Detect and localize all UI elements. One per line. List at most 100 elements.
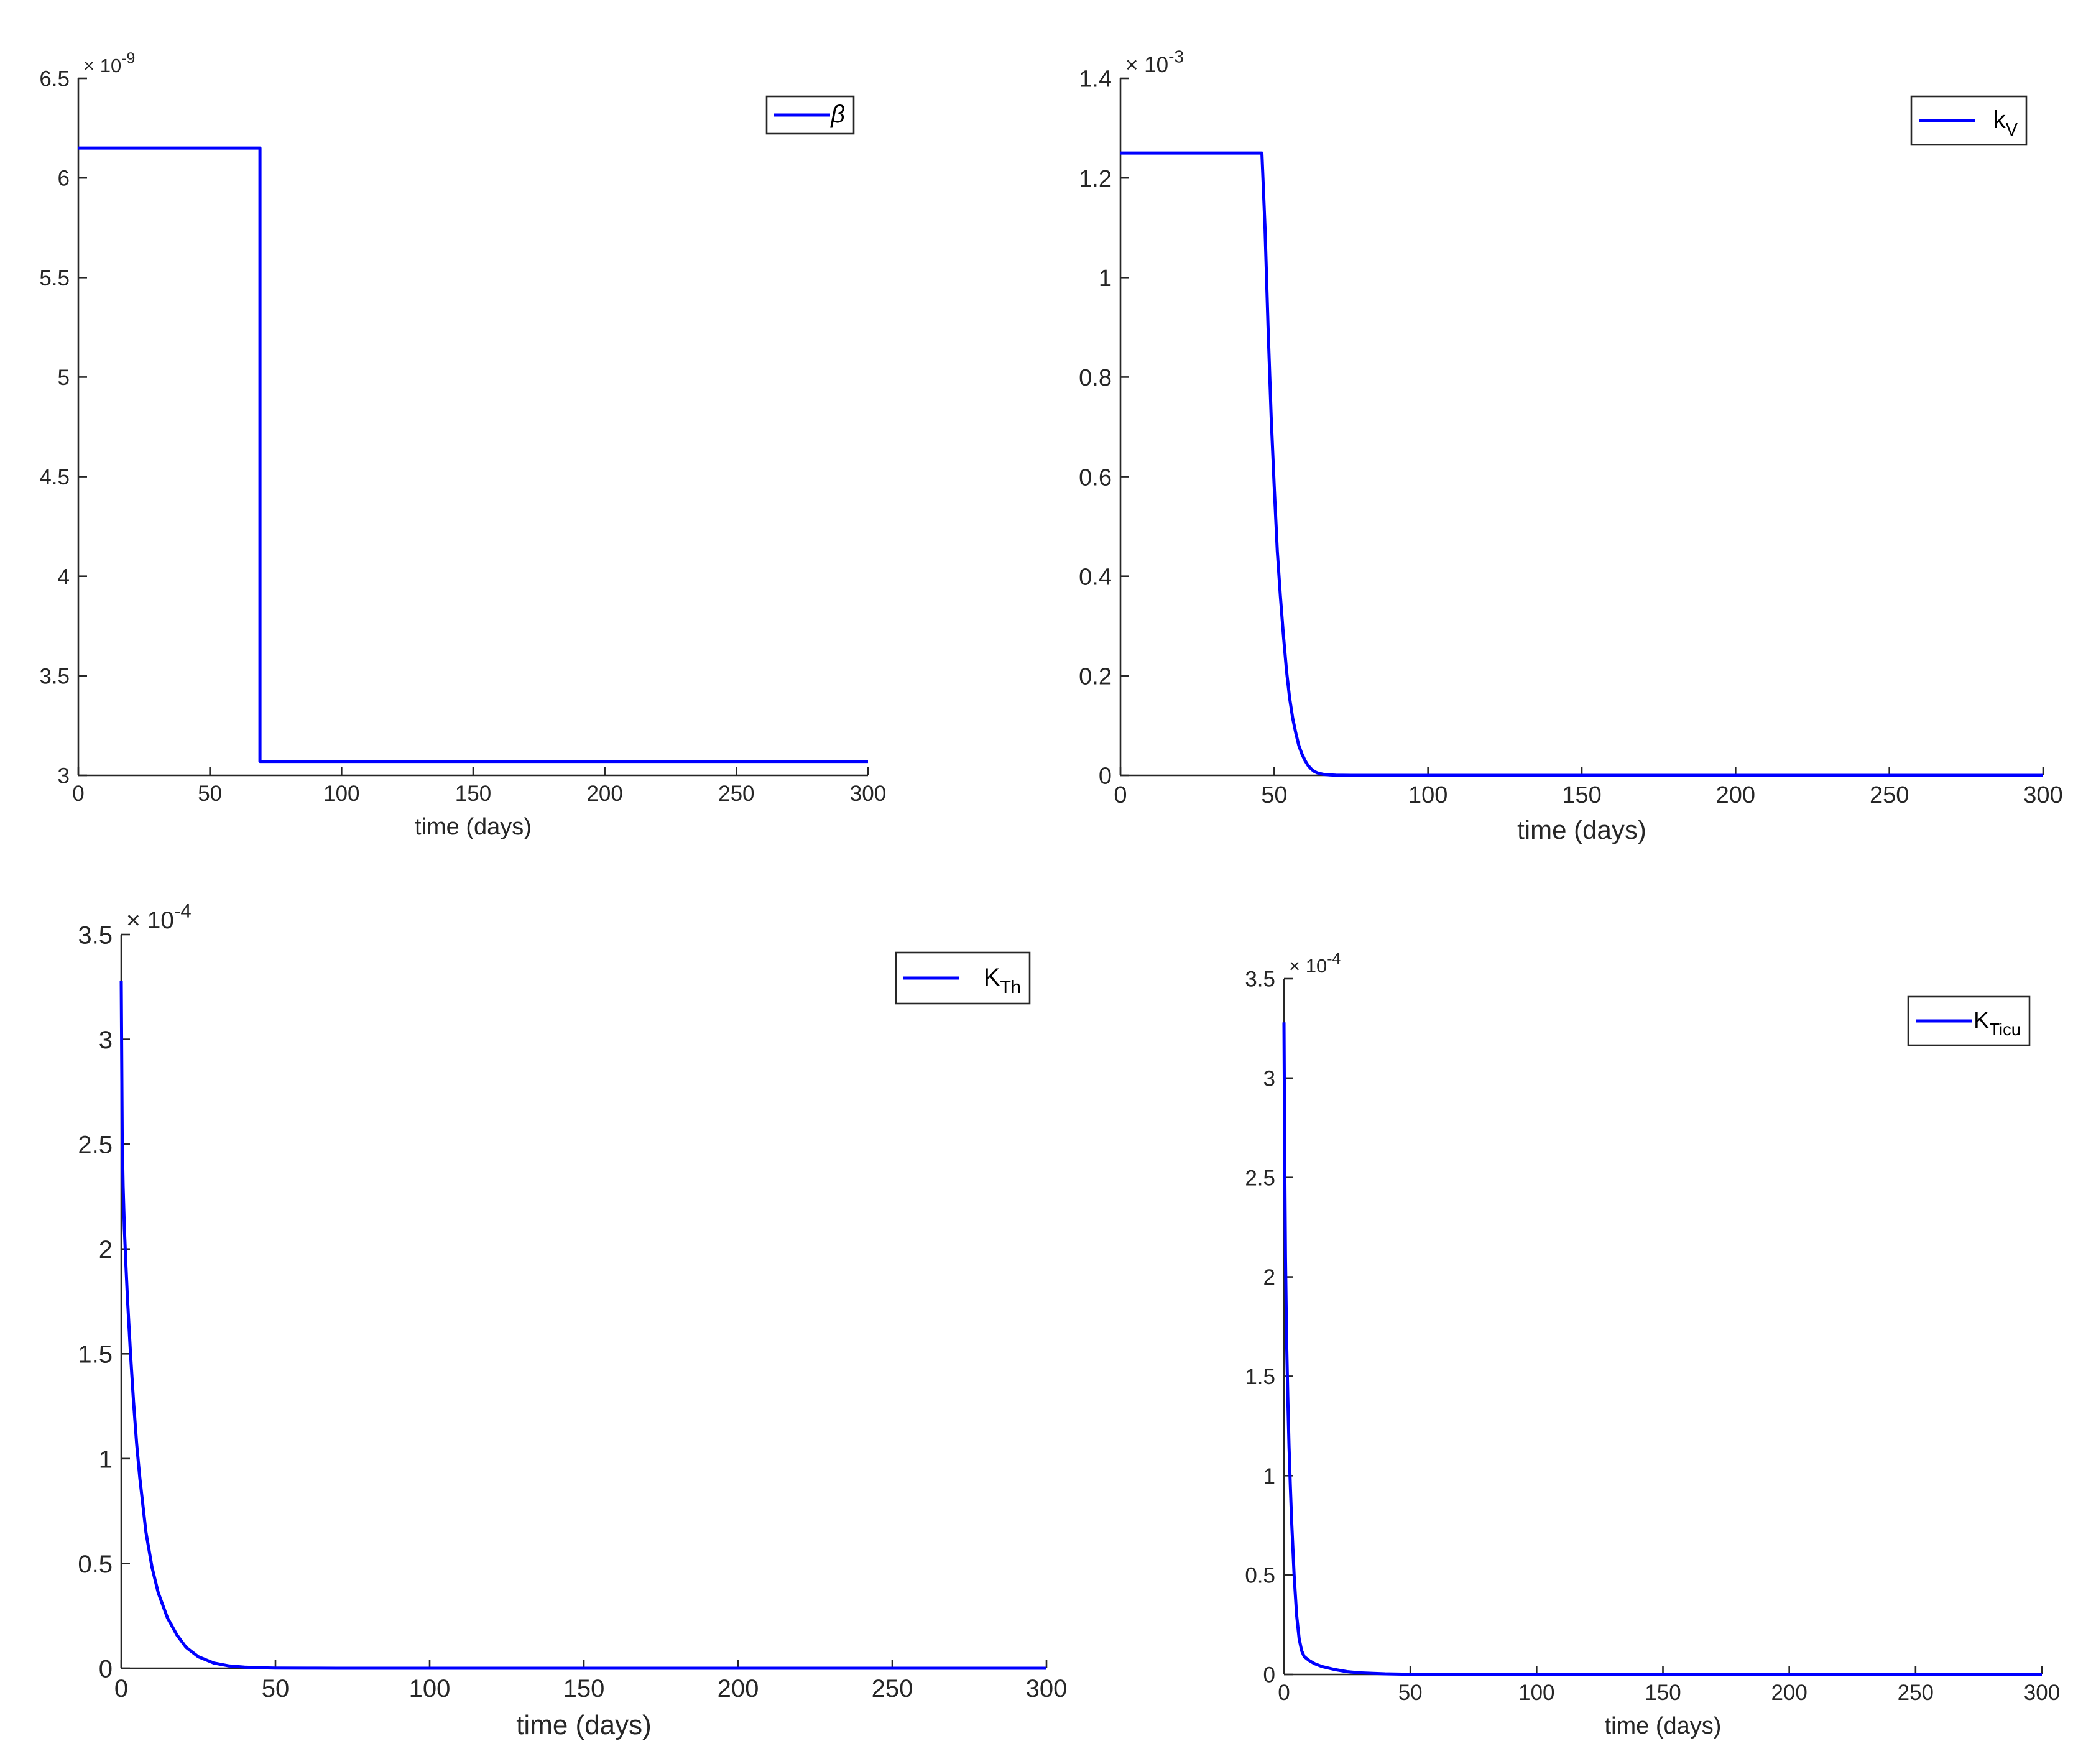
y-tick-label: 1.4 [1079, 67, 1112, 93]
y-tick-label: 0.8 [1079, 365, 1112, 391]
chart-kticu: 0 50 100 150 200 250 300 0 0.5 1 1.5 2 2.5 3 3.5 × 10-4… [1245, 951, 2060, 1739]
x-tick-label: 250 [872, 1675, 913, 1702]
x-tick-label: 300 [1026, 1675, 1068, 1702]
y-tick-label: 0.6 [1079, 464, 1112, 491]
x-tick-label: 50 [262, 1675, 290, 1702]
legend-entry-subscript: Ticu [1989, 1020, 2021, 1039]
y-exponent-base: × 10 [1125, 53, 1168, 77]
y-tick-label: 6 [58, 167, 70, 191]
y-tick-label: 0.2 [1079, 664, 1112, 690]
x-tick-label: 50 [1261, 782, 1287, 808]
x-tick-label: 50 [1398, 1681, 1423, 1705]
x-tick-label: 0 [72, 782, 84, 806]
y-exponent-label: × 10-3 [1125, 47, 1184, 77]
y-tick-label: 1.5 [1245, 1365, 1275, 1389]
y-tick-label: 5 [58, 366, 70, 390]
x-tick-label: 300 [850, 782, 886, 806]
y-exponent-label: × 10-9 [83, 50, 135, 76]
y-tick-label: 3.5 [1245, 967, 1275, 992]
series-line-kticu [1282, 1022, 2042, 1676]
y-tick-label: 4.5 [39, 465, 70, 489]
legend-entry-name: K [1974, 1007, 1989, 1033]
y-tick-label: 2.5 [1245, 1166, 1275, 1190]
y-tick-label: 0 [1263, 1663, 1275, 1688]
x-tick-label: 200 [718, 1675, 759, 1702]
y-tick-label: 3 [99, 1027, 113, 1054]
y-exponent-base: × 10 [126, 907, 174, 934]
y-exponent-power: -4 [174, 900, 192, 921]
y-tick-label: 4 [58, 565, 70, 589]
y-tick-label: 2 [1263, 1265, 1275, 1290]
y-tick-label: 2.5 [78, 1132, 113, 1159]
y-tick-label: 6.5 [39, 67, 70, 91]
legend-entry: KTicu [1974, 1007, 2021, 1038]
x-tick-label: 250 [718, 782, 754, 806]
x-axis-title: time (days) [1605, 1713, 1722, 1739]
legend-entry-name: K [984, 964, 1000, 991]
y-exponent-power: -4 [1327, 951, 1341, 967]
y-tick-label: 1 [1099, 266, 1112, 292]
legend-entry: β [830, 101, 845, 128]
x-tick-label: 200 [1716, 782, 1755, 808]
legend-entry: kV [1993, 106, 2018, 140]
x-tick-label: 200 [1771, 1681, 1807, 1705]
x-tick-label: 300 [2023, 782, 2062, 808]
chart-kth: 0 50 100 150 200 250 300 0 0.5 1 1.5 2 2.5 3 3.5 × 10-4… [78, 900, 1067, 1740]
legend: kV [1910, 95, 2028, 146]
legend-entry-subscript: Th [1000, 977, 1021, 997]
y-tick-label: 3.5 [78, 921, 113, 949]
x-tick-label: 300 [2024, 1681, 2060, 1705]
y-tick-label: 1 [1263, 1464, 1275, 1489]
y-exponent-base: × 10 [1289, 955, 1327, 977]
legend-entry: KTh [984, 964, 1021, 997]
legend: KTicu [1907, 995, 2031, 1046]
x-tick-label: 100 [1408, 782, 1447, 808]
series-line-kth [119, 981, 1046, 1670]
x-tick-label: 150 [563, 1675, 605, 1702]
y-tick-label: 0 [1099, 764, 1112, 790]
y-tick-label: 0.5 [1245, 1564, 1275, 1588]
y-tick-label: 1.2 [1079, 166, 1112, 192]
y-tick-label: 3 [58, 764, 70, 788]
y-exponent-power: -9 [121, 50, 135, 67]
y-tick-label: 5.5 [39, 266, 70, 290]
x-tick-label: 100 [1518, 1681, 1554, 1705]
x-axis-title: time (days) [1517, 815, 1646, 844]
y-tick-label: 3 [1263, 1066, 1275, 1091]
y-tick-label: 0.5 [78, 1551, 113, 1578]
x-tick-label: 150 [455, 782, 491, 806]
y-tick-label: 3.5 [39, 664, 70, 688]
x-tick-label: 150 [1562, 782, 1601, 808]
x-axis-title: time (days) [516, 1710, 652, 1740]
y-exponent-power: -3 [1168, 47, 1184, 66]
y-exponent-base: × 10 [83, 55, 121, 76]
series-line-beta [78, 146, 868, 764]
x-tick-label: 250 [1898, 1681, 1934, 1705]
x-tick-label: 100 [409, 1675, 451, 1702]
x-tick-label: 0 [1114, 782, 1127, 808]
legend: β [765, 95, 855, 135]
chart-kv: 0 50 100 150 200 250 300 0 0.2 0.4 0.6 0.8 1 1.2 1.4 × … [1079, 47, 2063, 844]
x-tick-label: 200 [586, 782, 622, 806]
y-tick-label: 0 [99, 1655, 113, 1683]
legend-entry-name: β [830, 101, 845, 128]
y-exponent-label: × 10-4 [1289, 951, 1341, 977]
y-exponent-label: × 10-4 [126, 900, 192, 934]
y-tick-label: 0.4 [1079, 564, 1112, 590]
legend-entry-name: k [1993, 106, 2006, 134]
y-tick-label: 1.5 [78, 1341, 113, 1369]
x-tick-label: 50 [198, 782, 222, 806]
y-tick-label: 1 [99, 1446, 113, 1473]
x-axis-title: time (days) [415, 814, 532, 840]
legend-entry-subscript: V [2006, 120, 2018, 140]
x-tick-label: 0 [1278, 1681, 1290, 1705]
x-tick-label: 150 [1645, 1681, 1681, 1705]
x-tick-label: 0 [114, 1675, 128, 1702]
series-line-kv [1120, 151, 2043, 777]
x-tick-label: 250 [1870, 782, 1909, 808]
y-tick-label: 2 [99, 1236, 113, 1263]
chart-beta: 0 50 100 150 200 250 300 3 3.5 4 4.5 5 5.5 6 6.5 × 10-9… [39, 50, 886, 840]
legend: KTh [895, 951, 1031, 1005]
x-tick-label: 100 [323, 782, 359, 806]
